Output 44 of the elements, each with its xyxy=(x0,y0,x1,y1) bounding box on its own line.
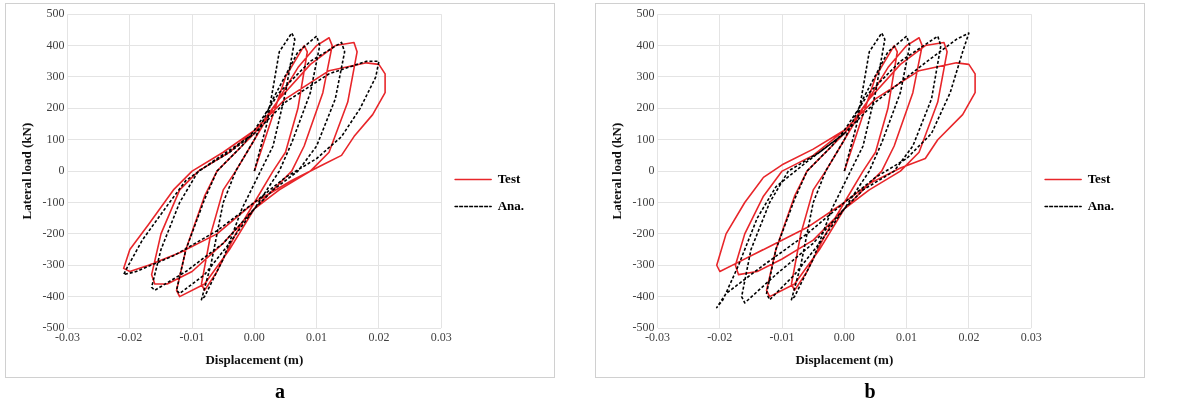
legend-label: Test xyxy=(1087,170,1111,186)
x-tick-label: 0.00 xyxy=(243,330,265,345)
y-axis-title: Lateral load (kN) xyxy=(609,122,625,220)
text: a xyxy=(274,380,286,403)
x-tick-label: 0.03 xyxy=(430,330,452,345)
y-tick-label: 300 xyxy=(46,69,65,84)
y-tick-label: 500 xyxy=(636,6,655,21)
y-axis-title: Lateral load (kN) xyxy=(19,122,35,220)
x-tick-label: 0.02 xyxy=(368,330,390,345)
x-tick-label: 0.00 xyxy=(833,330,855,345)
y-tick-label: 200 xyxy=(46,100,65,115)
y-tick-label: -300 xyxy=(632,257,655,272)
x-axis-title: Displacement (m) xyxy=(205,351,304,367)
y-tick-label: 400 xyxy=(636,37,655,52)
x-tick-label: -0.01 xyxy=(179,330,205,345)
x-tick-label: 0.01 xyxy=(306,330,328,345)
x-tick-label: 0.02 xyxy=(958,330,980,345)
y-tick-label: 100 xyxy=(636,131,655,146)
y-tick-label: 200 xyxy=(636,100,655,115)
y-tick-label: -200 xyxy=(42,226,65,241)
x-tick-label: 0.01 xyxy=(896,330,918,345)
x-tick-label: -0.03 xyxy=(645,330,671,345)
legend-label: Ana. xyxy=(497,197,525,213)
text: b xyxy=(863,380,877,403)
x-tick-label: -0.03 xyxy=(55,330,81,345)
y-tick-label: -300 xyxy=(42,257,65,272)
y-tick-label: -100 xyxy=(632,194,655,209)
x-tick-label: -0.02 xyxy=(707,330,733,345)
y-tick-label: -400 xyxy=(42,288,65,303)
y-tick-label: 400 xyxy=(46,37,65,52)
x-axis-title: Displacement (m) xyxy=(795,351,894,367)
y-tick-label: -200 xyxy=(632,226,655,241)
y-tick-label: -100 xyxy=(42,194,65,209)
legend-label: Test xyxy=(497,170,521,186)
y-tick-label: 0 xyxy=(58,163,65,178)
y-tick-label: 100 xyxy=(46,131,65,146)
y-tick-label: 300 xyxy=(636,69,655,84)
x-tick-label: 0.03 xyxy=(1020,330,1042,345)
y-tick-label: -400 xyxy=(632,288,655,303)
legend-label: Ana. xyxy=(1087,197,1115,213)
x-tick-label: -0.01 xyxy=(769,330,795,345)
y-tick-label: 500 xyxy=(46,6,65,21)
x-tick-label: -0.02 xyxy=(117,330,143,345)
y-tick-label: 0 xyxy=(648,163,655,178)
